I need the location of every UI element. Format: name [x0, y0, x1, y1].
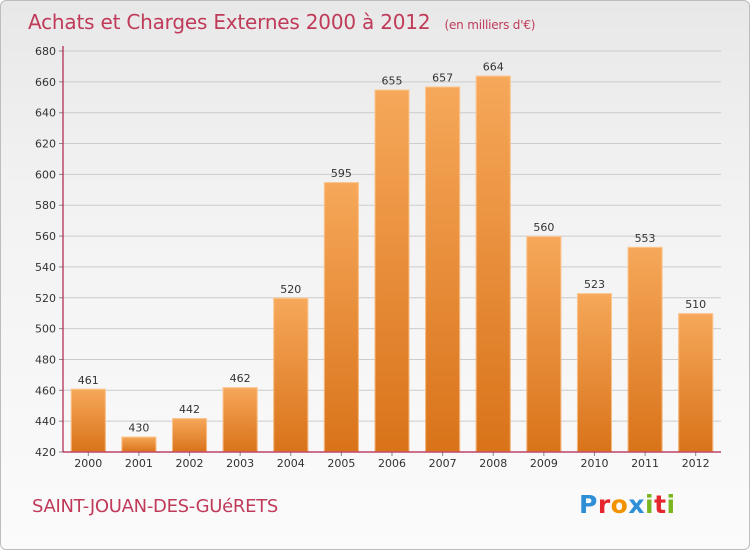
- y-tick-label: 460: [35, 384, 56, 397]
- data-label: 442: [179, 403, 200, 416]
- data-label: 595: [331, 167, 352, 180]
- bar-layer: [70, 75, 714, 453]
- data-label: 520: [280, 283, 301, 296]
- x-tick-label: 2001: [125, 457, 153, 470]
- bar: [627, 246, 663, 452]
- bar: [273, 297, 309, 452]
- x-tick-label: 2004: [277, 457, 305, 470]
- proxiti-logo: Proxiti: [579, 490, 676, 519]
- x-tick-label: 2005: [327, 457, 355, 470]
- y-tick-label: 640: [35, 107, 56, 120]
- y-tick-label: 600: [35, 168, 56, 181]
- x-tick-label: 2000: [74, 457, 102, 470]
- x-tick-label: 2008: [479, 457, 507, 470]
- y-tick-label: 540: [35, 261, 56, 274]
- bar: [323, 182, 359, 452]
- commune-name: SAINT-JOUAN-DES-GUéRETS: [32, 496, 279, 517]
- x-tick-label: 2006: [378, 457, 406, 470]
- bar: [475, 75, 511, 452]
- data-label: 655: [382, 75, 403, 88]
- bar: [678, 313, 714, 452]
- x-tick-label: 2010: [580, 457, 608, 470]
- bar: [576, 293, 612, 452]
- data-label: 510: [685, 298, 706, 311]
- chart-title: Achats et Charges Externes 2000 à 2012 (…: [28, 10, 535, 34]
- x-tick-label: 2002: [176, 457, 204, 470]
- y-tick-label: 500: [35, 323, 56, 336]
- y-tick-label: 660: [35, 76, 56, 89]
- bar: [526, 236, 562, 452]
- y-tick-label: 440: [35, 415, 56, 428]
- data-label: 461: [78, 374, 99, 387]
- data-label: 657: [432, 71, 453, 84]
- x-tick-label: 2007: [429, 457, 457, 470]
- bar: [172, 418, 208, 452]
- logo-letter: o: [610, 490, 629, 519]
- axis-layer: [59, 46, 721, 456]
- logo-letter: x: [628, 490, 645, 519]
- label-layer: 420 440 460 480 500 520 540 560 580 600 620 640 660 6…: [35, 45, 710, 470]
- x-tick-label: 2012: [682, 457, 710, 470]
- bar: [121, 436, 157, 452]
- y-tick-label: 520: [35, 292, 56, 305]
- data-label: 553: [635, 232, 656, 245]
- y-tick-label: 580: [35, 199, 56, 212]
- y-tick-label: 420: [35, 446, 56, 459]
- bar: [374, 89, 410, 453]
- bar: [425, 86, 461, 452]
- data-label: 523: [584, 278, 605, 291]
- chart-title-text: Achats et Charges Externes 2000 à 2012: [28, 10, 431, 34]
- data-label: 462: [230, 372, 251, 385]
- y-tick-label: 480: [35, 353, 56, 366]
- logo-letter: i: [645, 490, 655, 519]
- y-tick-label: 620: [35, 138, 56, 151]
- data-label: 430: [128, 422, 149, 435]
- logo-letter: r: [597, 490, 611, 519]
- x-tick-label: 2003: [226, 457, 254, 470]
- bar: [222, 387, 258, 452]
- logo-letter: t: [654, 490, 667, 519]
- logo-letter: P: [579, 490, 598, 519]
- x-tick-label: 2009: [530, 457, 558, 470]
- y-tick-label: 680: [35, 45, 56, 58]
- data-label: 560: [533, 221, 554, 234]
- x-tick-label: 2011: [631, 457, 659, 470]
- y-tick-label: 560: [35, 230, 56, 243]
- logo-letter: i: [666, 490, 676, 519]
- bar: [70, 388, 106, 452]
- data-label: 664: [483, 61, 504, 74]
- chart-subtitle: (en milliers d'€): [444, 18, 536, 32]
